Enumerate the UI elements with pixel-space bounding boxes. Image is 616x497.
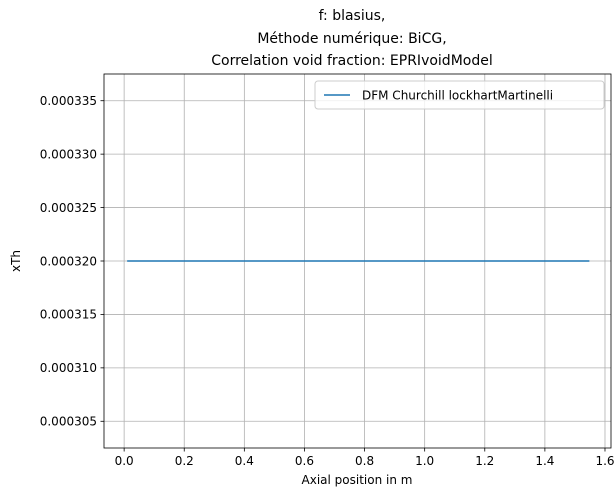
x-tick-label: 1.6 <box>595 454 614 468</box>
y-tick-label: 0.000320 <box>40 254 97 268</box>
y-tick-label: 0.000305 <box>40 415 97 429</box>
x-tick-label: 1.0 <box>415 454 434 468</box>
x-tick-label: 1.4 <box>535 454 554 468</box>
x-axis-label: Axial position in m <box>302 473 413 487</box>
x-tick-label: 0.0 <box>115 454 134 468</box>
y-tick-label: 0.000310 <box>40 361 97 375</box>
legend: DFM Churchill lockhartMartinelli <box>314 80 605 110</box>
x-tick-label: 0.2 <box>175 454 194 468</box>
y-tick-label: 0.000335 <box>40 94 97 108</box>
x-tick-label: 0.6 <box>295 454 314 468</box>
x-tick-label: 0.4 <box>235 454 254 468</box>
chart-title-line-3: Correlation void fraction: EPRIvoidModel <box>211 53 492 69</box>
x-tick-label: 0.8 <box>355 454 374 468</box>
legend-entry-label: DFM Churchill lockhartMartinelli <box>362 89 553 103</box>
axis-ticks: 0.0 0.2 0.4 0.6 0.8 1.0 1.2 1.4 1.6 0.000305 0.000… <box>40 94 615 468</box>
y-tick-label: 0.000330 <box>40 147 97 161</box>
x-tick-label: 1.2 <box>475 454 494 468</box>
y-axis-label: xTh <box>9 250 23 272</box>
y-tick-label: 0.000315 <box>40 308 97 322</box>
legend-box <box>314 80 605 110</box>
chart-title-line-2: Méthode numérique: BiCG, <box>257 31 446 47</box>
chart-title-line-1: f: blasius, <box>319 8 386 24</box>
y-tick-label: 0.000325 <box>40 201 97 215</box>
